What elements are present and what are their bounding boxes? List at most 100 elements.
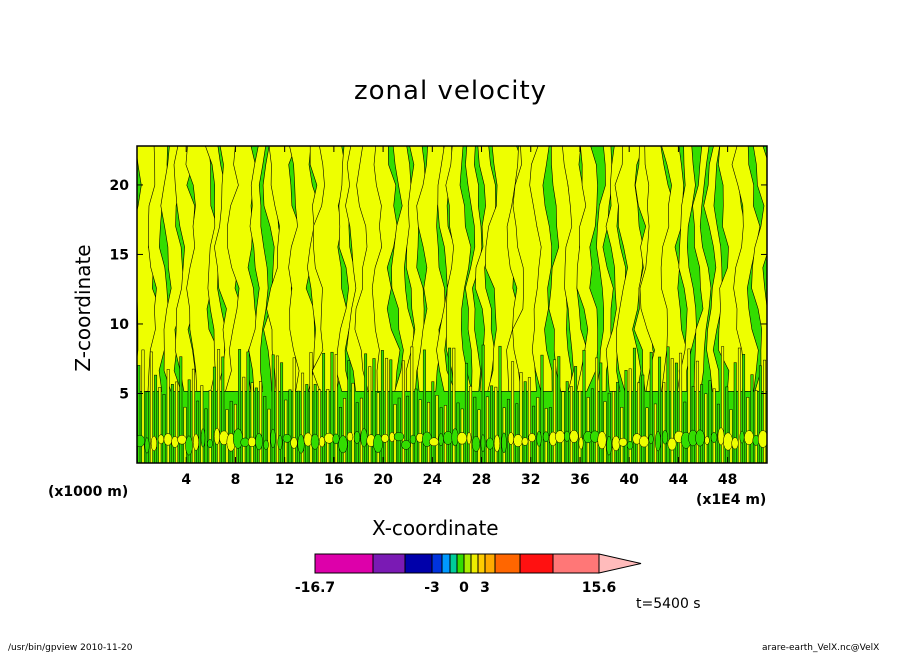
- field-fine-cell: [162, 394, 166, 463]
- x-tick-label: 8: [231, 472, 241, 488]
- field-fine-cell: [481, 344, 485, 463]
- field-surface-cell: [731, 437, 739, 450]
- field-surface-cell: [480, 434, 486, 453]
- field-surface-cell: [353, 430, 361, 444]
- field-surface-cell: [393, 432, 405, 442]
- field-surface-cell: [270, 428, 276, 449]
- colorbar-cell: [314, 553, 374, 574]
- field-surface-cell: [409, 434, 417, 445]
- colorbar-cell: [552, 553, 600, 574]
- field-fine-cell: [175, 381, 179, 463]
- field-fine-cell: [338, 407, 342, 463]
- field-fine-cell: [679, 352, 683, 463]
- field-surface-cell: [303, 432, 313, 447]
- field-fine-cell: [611, 391, 615, 463]
- x-axis-ticks: 4 8 12 16 20 24 28 32 36 40 44 48: [181, 146, 737, 488]
- field-surface-cell: [310, 433, 320, 450]
- x-axis-label: X-coordinate: [372, 516, 499, 540]
- field-surface-cell: [618, 437, 628, 447]
- field-surface-cell: [163, 433, 173, 446]
- field-surface-cell: [332, 433, 340, 445]
- field-surface-cell: [521, 437, 529, 446]
- field-fine-cell: [708, 380, 712, 463]
- field-surface-cell: [232, 428, 244, 449]
- field-fine-cell: [191, 368, 195, 463]
- x-axis-unit-left: (x1000 m): [48, 484, 129, 500]
- field-fine-cell: [641, 374, 645, 463]
- field-surface-cell: [360, 428, 368, 448]
- field-stripe: [751, 146, 767, 392]
- field-surface-cell: [723, 432, 733, 451]
- field-fine-cell: [368, 366, 372, 463]
- field-fine-cell: [506, 398, 510, 463]
- field-fine-cell: [389, 359, 393, 463]
- field-surface-cell: [144, 437, 150, 454]
- field-fine-cell: [574, 366, 578, 463]
- field-fine-cell: [317, 389, 321, 463]
- colorbar-cell: [484, 553, 496, 574]
- field-surface-cell: [569, 429, 579, 443]
- field-surface-cell: [171, 436, 179, 448]
- y-tick-label: 5: [119, 386, 129, 402]
- colorbar-cell: [463, 553, 472, 574]
- field-fine-cell: [498, 345, 502, 463]
- field-fine-cell: [166, 369, 170, 463]
- colorbar-label: -16.7: [295, 580, 335, 596]
- field-fine-cell: [351, 382, 355, 463]
- field-fine-cell: [712, 388, 716, 463]
- field-surface-cell: [606, 435, 612, 456]
- field-surface-cell: [757, 430, 767, 448]
- field-stripe: [465, 146, 483, 392]
- colorbar-cell: [431, 553, 443, 574]
- field-fine-cell: [326, 389, 330, 463]
- field-surface-cell: [597, 431, 607, 450]
- field-stripe: [576, 146, 598, 392]
- field-stripe: [529, 146, 553, 392]
- colorbar-label: 0: [459, 580, 469, 596]
- field-fine-cell: [464, 362, 468, 463]
- field-surface-cell: [290, 437, 298, 449]
- colorbar-cell: [494, 553, 521, 574]
- field-surface-cell: [739, 430, 745, 444]
- field-fine-cell: [313, 384, 317, 463]
- field-fine-cell: [473, 396, 477, 463]
- field-fine-cell: [217, 349, 221, 463]
- colorbar-label: 3: [480, 580, 490, 596]
- field-surface-cell: [200, 428, 206, 448]
- field-fine-cell: [670, 358, 674, 463]
- field-fine-cell: [704, 393, 708, 463]
- field-surface-cell: [744, 430, 754, 445]
- field-fine-cell: [414, 388, 418, 463]
- field-fine-cell: [616, 381, 620, 463]
- field-fine-cell: [565, 381, 569, 463]
- y-tick-label: 15: [110, 247, 129, 263]
- field-surface-cell: [438, 433, 444, 447]
- y-tick-label: 20: [110, 178, 130, 194]
- field-surface-cell: [717, 427, 725, 446]
- field-surface-cell: [137, 434, 145, 448]
- field-fine-cell: [406, 395, 410, 463]
- field-stripe: [147, 146, 169, 392]
- field-surface-cell: [443, 431, 453, 445]
- field-fine-cell: [431, 381, 435, 463]
- chart-title: zonal velocity: [354, 76, 548, 106]
- colorbar-cell: [372, 553, 406, 574]
- field-fine-cell: [301, 372, 305, 463]
- field-fine-cell: [569, 386, 573, 463]
- time-label: t=5400 s: [636, 596, 701, 612]
- field-surface-cell: [381, 433, 389, 443]
- field-surface-cell: [185, 435, 193, 456]
- field-surface-cell: [207, 439, 213, 449]
- field-fine-cell: [658, 356, 662, 463]
- colorbar-label: 15.6: [582, 580, 617, 596]
- field-surface-cell: [563, 430, 571, 442]
- velocity-field: [137, 146, 767, 463]
- field-fine-cell: [721, 346, 725, 463]
- field-fine-cell: [154, 374, 158, 463]
- field-fine-cell: [649, 351, 653, 463]
- field-surface-cell: [710, 432, 718, 443]
- field-stripe: [248, 146, 269, 392]
- field-surface-cell: [346, 432, 354, 442]
- colorbar-cell: [470, 553, 479, 574]
- field-surface-cell: [373, 433, 383, 453]
